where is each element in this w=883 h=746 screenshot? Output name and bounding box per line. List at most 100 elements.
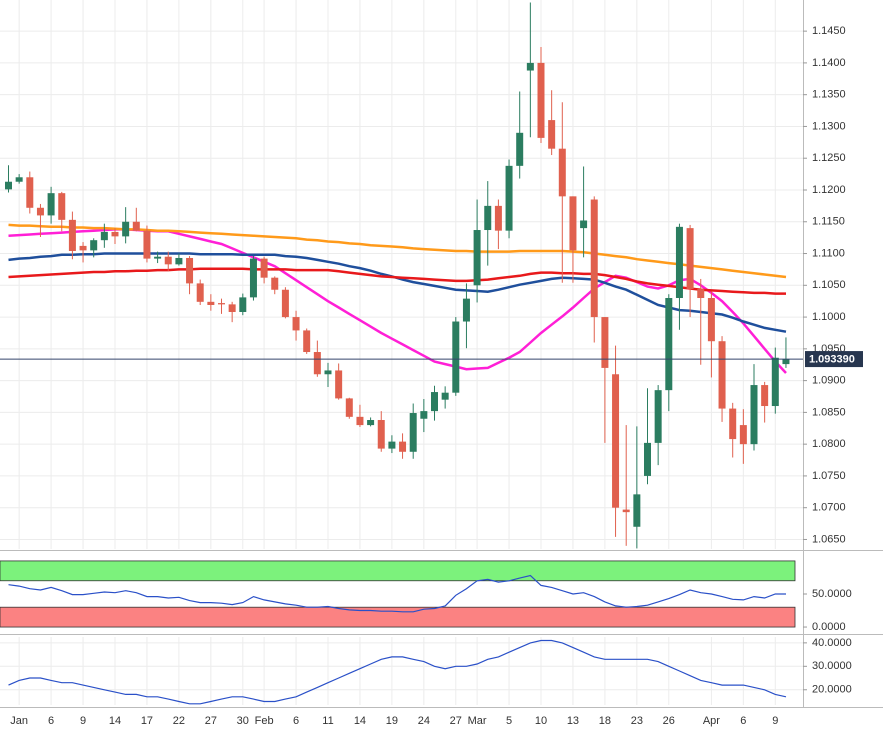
x-tick-label: 9 [772, 715, 778, 727]
candle-body [548, 120, 556, 149]
candle-body [260, 258, 268, 278]
candle-body [718, 341, 726, 409]
candle-body [537, 62, 545, 138]
candle-body [771, 357, 779, 407]
last-price-box [805, 351, 863, 368]
last-price-label: 1.093390 [809, 353, 855, 365]
x-tick-label: Apr [703, 715, 720, 727]
zone-band [0, 606, 796, 628]
candle-body [100, 231, 108, 241]
candle-body [569, 196, 577, 251]
x-tick-label: 24 [418, 715, 430, 727]
x-tick-label: 17 [141, 715, 153, 727]
candle-body [356, 416, 364, 426]
candle-body [47, 193, 55, 216]
candle-body [207, 301, 215, 305]
y-tick-label: 1.1250 [812, 152, 846, 164]
x-tick-label: 22 [173, 715, 185, 727]
candle-body [367, 420, 375, 426]
candle-body [761, 385, 769, 407]
x-tick-label: 5 [506, 715, 512, 727]
y-tick-label: 1.0900 [812, 375, 846, 387]
x-tick-label: 6 [293, 715, 299, 727]
candle-body [218, 303, 225, 305]
candle-body [345, 398, 353, 417]
candle-body [431, 392, 438, 412]
x-tick-label: 10 [535, 715, 547, 727]
indicator-line [8, 574, 786, 613]
candle-body [622, 509, 630, 513]
x-tick-label: Mar [468, 715, 487, 727]
candle-body [782, 359, 790, 365]
candle-body [473, 230, 481, 286]
candle-body [281, 289, 289, 318]
candle-body [399, 441, 407, 452]
y-tick-label: 1.1400 [812, 57, 846, 69]
y-tick-label: 1.1050 [812, 279, 846, 291]
candle-body [462, 298, 470, 322]
candle-body [58, 193, 66, 220]
candle-body [697, 289, 705, 299]
candle-body [90, 240, 98, 251]
x-tick-label: 13 [567, 715, 579, 727]
y-tick-label: 1.0700 [812, 502, 846, 514]
y-tick-label: 1.1100 [812, 247, 845, 259]
candle-body [26, 177, 34, 208]
candle-body [675, 226, 683, 299]
candle-body [249, 258, 257, 298]
candle-body [292, 317, 300, 331]
x-tick-label: 19 [386, 715, 398, 727]
y-tick-label: 1.1450 [812, 25, 846, 37]
candle-body [633, 494, 641, 527]
candle-body [441, 392, 449, 400]
y-tick-label: 40.0000 [812, 637, 852, 649]
x-tick-label: 26 [663, 715, 675, 727]
candle-body [271, 277, 279, 290]
candle-body [239, 297, 247, 312]
candle-body [505, 165, 513, 231]
candle-body [175, 257, 183, 265]
candle-body [228, 304, 236, 312]
candle-body [420, 411, 428, 419]
y-tick-label: 1.1150 [812, 216, 845, 228]
y-tick-label: 20.0000 [812, 684, 852, 696]
candle-body [324, 370, 332, 375]
x-tick-label: 6 [48, 715, 54, 727]
indicator-line [8, 639, 787, 705]
x-tick-label: 30 [237, 715, 249, 727]
candle-body [452, 321, 460, 393]
candle-body [186, 257, 194, 284]
candle-body [68, 219, 76, 251]
candle-body [196, 283, 204, 302]
candle-body [665, 298, 673, 391]
x-tick-label: 14 [109, 715, 121, 727]
x-tick-label: 9 [80, 715, 86, 727]
candle-body [154, 256, 162, 259]
candle-body [484, 205, 492, 231]
candle-body [388, 441, 396, 449]
candle-body [132, 221, 140, 231]
x-tick-label: 11 [322, 715, 333, 727]
candle-body [111, 231, 119, 237]
candle-body [644, 442, 651, 476]
candle-body [612, 374, 620, 508]
candle-body [707, 298, 715, 342]
candle-body [143, 230, 151, 259]
y-tick-label: 1.1000 [812, 311, 846, 323]
y-tick-label: 1.0750 [812, 470, 846, 482]
x-tick-label: 6 [740, 715, 746, 727]
candle-body [409, 413, 417, 452]
x-tick-label: 27 [450, 715, 462, 727]
candle-body [729, 408, 737, 440]
x-tick-label: Feb [255, 715, 274, 727]
candle-body [377, 420, 385, 449]
candle-body [580, 220, 588, 229]
x-tick-label: 23 [631, 715, 643, 727]
candle-body [122, 221, 130, 237]
x-tick-label: 14 [354, 715, 366, 727]
zone-band [0, 560, 796, 582]
y-tick-label: 1.0650 [812, 533, 846, 545]
moving-average-line [8, 267, 786, 295]
